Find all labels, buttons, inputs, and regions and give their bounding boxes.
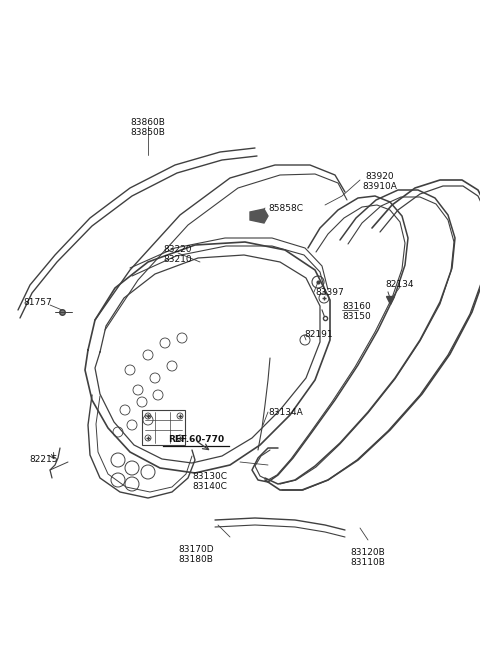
Text: 83130C
83140C: 83130C 83140C <box>192 472 228 491</box>
Text: 83120B
83110B: 83120B 83110B <box>350 548 385 567</box>
Text: 82191: 82191 <box>304 330 333 339</box>
Text: REF.60-770: REF.60-770 <box>168 435 224 444</box>
Text: 82215: 82215 <box>30 455 58 464</box>
Text: 83160
83150: 83160 83150 <box>342 302 371 322</box>
Text: 83397: 83397 <box>315 288 344 297</box>
Text: 83860B
83850B: 83860B 83850B <box>131 118 166 138</box>
Text: 83134A: 83134A <box>268 408 303 417</box>
Text: 83220
83210: 83220 83210 <box>164 245 192 265</box>
Text: 85858C: 85858C <box>268 204 303 213</box>
Polygon shape <box>250 209 268 223</box>
Text: 81757: 81757 <box>24 298 52 307</box>
Text: 82134: 82134 <box>386 280 414 289</box>
Text: 83920
83910A: 83920 83910A <box>362 172 397 191</box>
Text: 83170D
83180B: 83170D 83180B <box>178 545 214 565</box>
